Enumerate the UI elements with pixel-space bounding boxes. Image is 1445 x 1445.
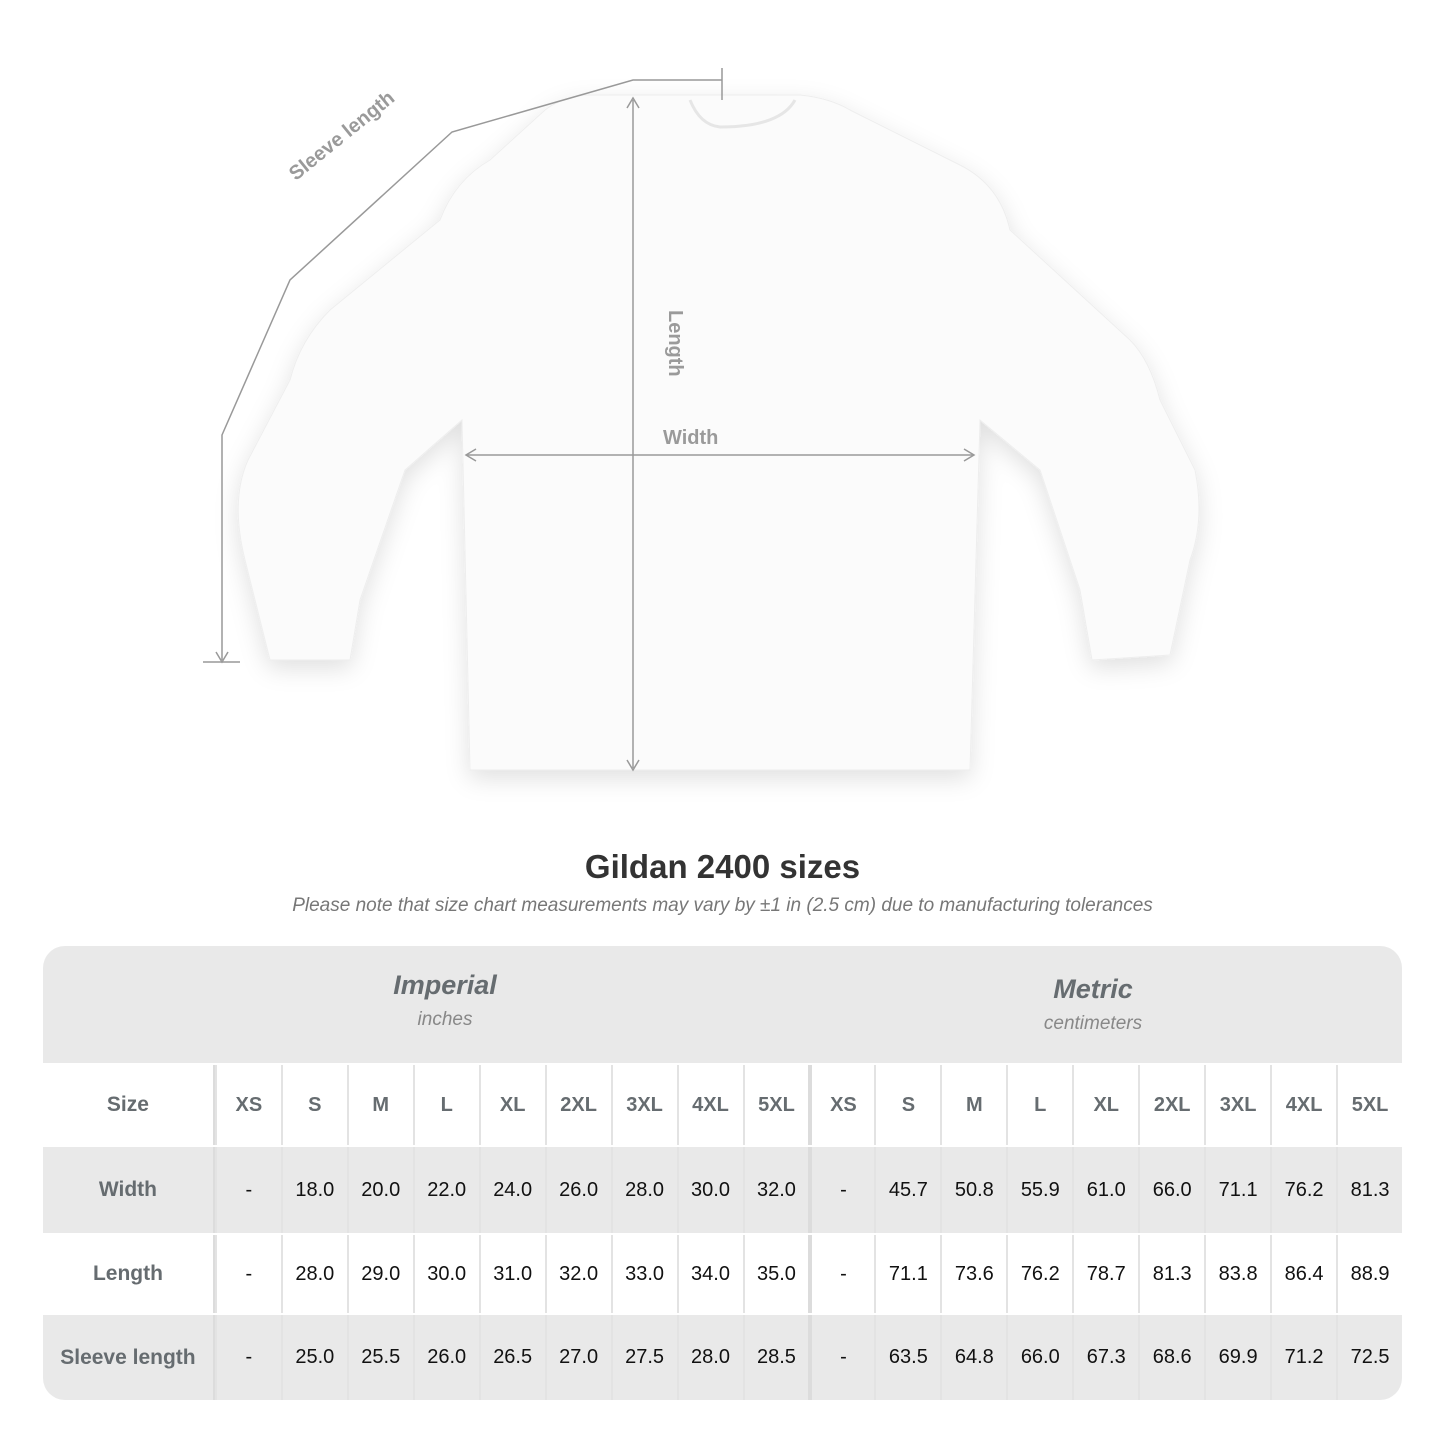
imperial-cell: 32.0 <box>742 1147 809 1233</box>
imperial-cell: 28.0 <box>280 1235 347 1313</box>
imperial-cell: 30.0 <box>412 1235 479 1313</box>
imperial-cell: 27.0 <box>544 1315 611 1400</box>
size-header-cell: 5XL <box>742 1065 809 1145</box>
table-row: Sleeve length -25.0 25.5 26.0 26.5 27.0 27.5 28… <box>43 1315 1402 1400</box>
size-header-cell: XS <box>808 1065 874 1145</box>
imperial-cell: - <box>214 1147 281 1233</box>
size-header-cell: 2XL <box>1138 1065 1204 1145</box>
size-header-cell: 2XL <box>544 1065 611 1145</box>
metric-cell: 45.7 <box>874 1147 940 1233</box>
table-row: Width -18.0 20.0 22.0 24.0 26.0 28.0 30.0 32.0-4… <box>43 1147 1402 1233</box>
metric-cell: 72.5 <box>1336 1315 1402 1400</box>
imperial-cell: 29.0 <box>346 1235 413 1313</box>
size-header-cell: S <box>874 1065 940 1145</box>
imperial-unit: inches <box>417 1009 473 1030</box>
imperial-cell: 27.5 <box>610 1315 677 1400</box>
size-header-cell: XS <box>214 1065 281 1145</box>
size-header-cell: 3XL <box>610 1065 677 1145</box>
imperial-cell: 31.0 <box>478 1235 545 1313</box>
sleeve-length-line <box>221 79 722 660</box>
size-header-cell: M <box>940 1065 1006 1145</box>
metric-cell: 71.1 <box>874 1235 940 1313</box>
size-header-cell: 4XL <box>1270 1065 1336 1145</box>
imperial-cell: 35.0 <box>742 1235 809 1313</box>
row-label: Sleeve length <box>43 1315 215 1400</box>
size-header-cell: 4XL <box>676 1065 743 1145</box>
imperial-cell: - <box>214 1235 281 1313</box>
metric-header: Metric centimeters <box>893 974 1293 1035</box>
metric-cell: 76.2 <box>1270 1147 1336 1233</box>
metric-cell: - <box>808 1315 874 1400</box>
metric-unit: centimeters <box>1043 1013 1143 1034</box>
metric-cell: 76.2 <box>1006 1235 1072 1313</box>
size-header-row: Size XS S M L XL 2XL 3XL 4XL 5XL XS S M L XL 2XL 3XL 4XL 5… <box>43 1065 1402 1145</box>
width-label: Width <box>663 427 719 449</box>
imperial-cell: 34.0 <box>676 1235 743 1313</box>
metric-cell: - <box>808 1235 874 1313</box>
imperial-cell: - <box>214 1315 281 1400</box>
imperial-cell: 20.0 <box>346 1147 413 1233</box>
imperial-cell: 22.0 <box>412 1147 479 1233</box>
size-header-cell: S <box>280 1065 347 1145</box>
row-label: Length <box>43 1235 215 1313</box>
imperial-title: Imperial <box>393 970 497 1000</box>
unit-header-band: Imperial inches Metric centimeters <box>43 946 1402 1063</box>
size-header-cell: XL <box>478 1065 545 1145</box>
table-row: Length -28.0 29.0 30.0 31.0 32.0 33.0 34.0 35.0-… <box>43 1235 1402 1313</box>
imperial-cell: 28.5 <box>742 1315 809 1400</box>
size-header-cell: L <box>412 1065 479 1145</box>
size-header-cell: L <box>1006 1065 1072 1145</box>
metric-cell: 69.9 <box>1204 1315 1270 1400</box>
imperial-cell: 32.0 <box>544 1235 611 1313</box>
metric-cell: 68.6 <box>1138 1315 1204 1400</box>
size-header-cell: 3XL <box>1204 1065 1270 1145</box>
metric-cell: 66.0 <box>1138 1147 1204 1233</box>
imperial-cell: 33.0 <box>610 1235 677 1313</box>
metric-cell: 61.0 <box>1072 1147 1138 1233</box>
metric-cell: 66.0 <box>1006 1315 1072 1400</box>
row-label: Size <box>43 1065 215 1145</box>
metric-cell: 63.5 <box>874 1315 940 1400</box>
shirt-illustration <box>237 94 1200 771</box>
imperial-cell: 28.0 <box>676 1315 743 1400</box>
imperial-cell: 25.0 <box>280 1315 347 1400</box>
metric-cell: 55.9 <box>1006 1147 1072 1233</box>
size-header-cell: 5XL <box>1336 1065 1402 1145</box>
size-table: Imperial inches Metric centimeters Size XS S… <box>43 946 1402 1400</box>
metric-cell: 78.7 <box>1072 1235 1138 1313</box>
metric-cell: 81.3 <box>1138 1235 1204 1313</box>
imperial-cell: 26.0 <box>544 1147 611 1233</box>
metric-cell: 71.1 <box>1204 1147 1270 1233</box>
imperial-cell: 26.5 <box>478 1315 545 1400</box>
imperial-cell: 24.0 <box>478 1147 545 1233</box>
page-title: Gildan 2400 sizes <box>584 848 861 885</box>
length-label: Length <box>664 310 686 377</box>
imperial-cell: 26.0 <box>412 1315 479 1400</box>
imperial-cell: 28.0 <box>610 1147 677 1233</box>
imperial-header: Imperial inches <box>245 970 645 1031</box>
metric-cell: 64.8 <box>940 1315 1006 1400</box>
row-label: Width <box>43 1147 215 1233</box>
metric-cell: 67.3 <box>1072 1315 1138 1400</box>
metric-cell: - <box>808 1147 874 1233</box>
metric-title: Metric <box>1053 974 1133 1004</box>
metric-cell: 83.8 <box>1204 1235 1270 1313</box>
metric-cell: 86.4 <box>1270 1235 1336 1313</box>
size-header-cell: XL <box>1072 1065 1138 1145</box>
imperial-cell: 18.0 <box>280 1147 347 1233</box>
size-header-cell: M <box>346 1065 413 1145</box>
metric-cell: 81.3 <box>1336 1147 1402 1233</box>
shirt-diagram <box>203 68 1200 772</box>
metric-cell: 50.8 <box>940 1147 1006 1233</box>
metric-cell: 73.6 <box>940 1235 1006 1313</box>
tolerance-note: Please note that size chart measurements… <box>292 895 1153 916</box>
imperial-cell: 25.5 <box>346 1315 413 1400</box>
imperial-cell: 30.0 <box>676 1147 743 1233</box>
metric-cell: 88.9 <box>1336 1235 1402 1313</box>
metric-cell: 71.2 <box>1270 1315 1336 1400</box>
